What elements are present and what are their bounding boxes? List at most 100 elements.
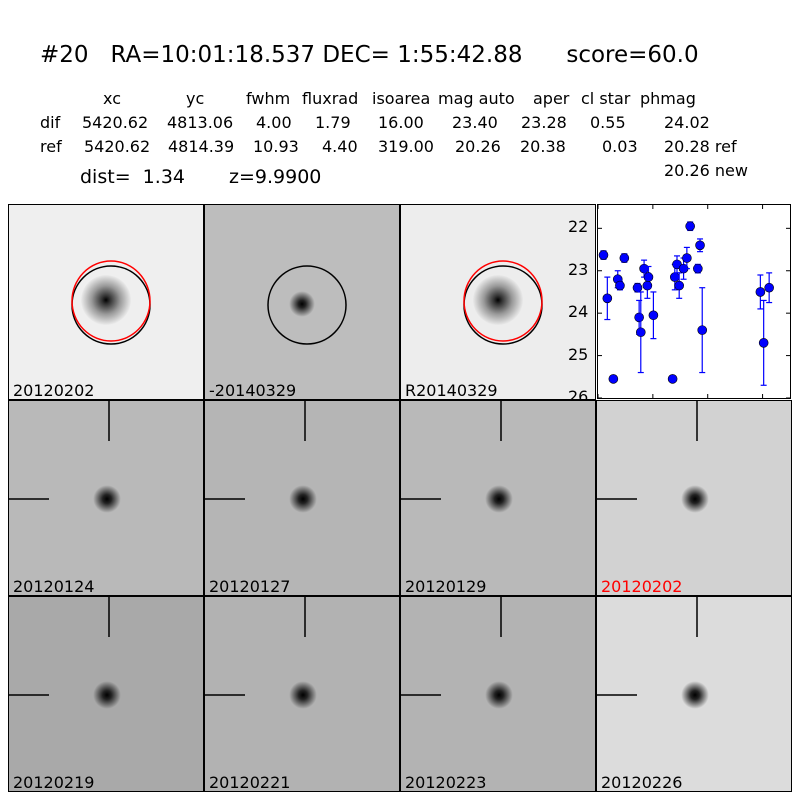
stamp-date-label: 20120127 (209, 577, 291, 596)
cell: 20.28 ref (664, 137, 737, 156)
data-point (648, 310, 659, 321)
data-point (634, 312, 644, 323)
source-blob (81, 275, 131, 325)
crosshair-marker (597, 597, 698, 696)
data-point (635, 327, 646, 338)
data-point (619, 253, 630, 263)
source-blob (681, 485, 709, 513)
data-point (670, 272, 680, 282)
data-point (632, 282, 643, 293)
data-point (615, 280, 625, 291)
stamp-date-label: 20120221 (209, 773, 291, 792)
light-curve-svg (597, 205, 790, 399)
source-blob (485, 681, 513, 709)
reference-image-panel: 20120202 (8, 204, 204, 400)
stamp-date-label: 20120219 (13, 773, 95, 792)
epoch-stamp-panel: 20120124 (8, 400, 204, 596)
light-curve-plot (597, 204, 791, 399)
col-header: mag auto (438, 89, 515, 108)
crosshair-marker (9, 597, 110, 696)
source-blob (681, 681, 709, 709)
panel-label: R20140329 (405, 381, 498, 400)
crosshair-marker (401, 597, 502, 696)
data-point (639, 263, 649, 274)
crosshair-marker (9, 401, 110, 500)
cell: 23.40 (452, 113, 498, 132)
y-tick-label: 23 (568, 259, 589, 279)
stamp-date-label: 20120202 (601, 577, 683, 596)
crosshair-marker (205, 401, 306, 500)
cell: 319.00 (378, 137, 434, 156)
data-point (693, 263, 703, 274)
dist-value: dist= 1.34 (80, 166, 185, 188)
data-point (667, 374, 678, 384)
source-blob (289, 681, 317, 709)
cell: 23.28 (521, 113, 567, 132)
col-header: fwhm (246, 89, 291, 108)
epoch-stamp-panel: 20120221 (204, 596, 400, 792)
epoch-stamp-panel: 20120219 (8, 596, 204, 792)
col-header: phmag (640, 89, 696, 108)
row-label: dif (40, 113, 61, 132)
cell: 20.38 (520, 137, 566, 156)
cell: 24.02 (664, 113, 710, 132)
redshift-value: z=9.9900 (229, 166, 322, 188)
data-point (674, 280, 684, 291)
cell: 5420.62 (84, 137, 151, 156)
cell: 16.00 (378, 113, 424, 132)
crosshair-marker (401, 401, 502, 500)
source-blob (289, 291, 315, 317)
source-blob (289, 485, 317, 513)
source-blob (473, 275, 523, 325)
panel-label: -20140329 (209, 381, 297, 400)
y-tick-label: 25 (568, 344, 589, 364)
col-header: xc (103, 89, 121, 108)
cell: 4813.06 (167, 113, 234, 132)
cell: 20.26 (455, 137, 501, 156)
data-point (697, 325, 708, 335)
col-header: cl star (581, 89, 631, 108)
stamp-date-label: 20120226 (601, 773, 683, 792)
difference-image-panel: -20140329 (204, 204, 400, 400)
data-point (682, 253, 692, 263)
data-point (608, 374, 619, 384)
source-blob (93, 485, 121, 513)
data-point (602, 293, 613, 304)
epoch-stamp-panel: 20120202 (596, 400, 792, 596)
cell: 10.93 (253, 137, 299, 156)
cell: 4.00 (256, 113, 292, 132)
cell: 1.79 (315, 113, 351, 132)
y-tick-label: 24 (568, 302, 589, 322)
data-point (758, 338, 769, 348)
new-image-panel: R20140329 (400, 204, 596, 400)
col-header: yc (186, 89, 205, 108)
aperture-overlay (71, 260, 151, 345)
crosshair-marker (597, 401, 698, 500)
cell: 0.03 (602, 137, 638, 156)
epoch-stamp-panel: 20120129 (400, 400, 596, 596)
new-mag: 20.26 new (664, 161, 748, 180)
candidate-title: #20 RA=10:01:18.537 DEC= 1:55:42.88 scor… (40, 42, 699, 68)
source-blob (485, 485, 513, 513)
epoch-stamp-panel: 20120127 (204, 400, 400, 596)
y-tick-label: 22 (568, 217, 589, 237)
stamp-date-label: 20120129 (405, 577, 487, 596)
data-point (755, 287, 766, 297)
crosshair-marker (205, 597, 306, 696)
stamp-date-label: 20120223 (405, 773, 487, 792)
epoch-stamp-panel: 20120226 (596, 596, 792, 792)
col-header: aper (533, 89, 570, 108)
source-blob (93, 681, 121, 709)
data-point (695, 240, 705, 251)
col-header: isoarea (372, 89, 431, 108)
stamp-date-label: 20120124 (13, 577, 95, 596)
col-header: fluxrad (302, 89, 359, 108)
data-point (643, 272, 654, 282)
data-point (598, 250, 609, 260)
aperture-overlay (267, 265, 347, 345)
cell: 4814.39 (168, 137, 235, 156)
cell: 0.55 (590, 113, 626, 132)
cell: 5420.62 (82, 113, 149, 132)
data-point (764, 282, 774, 293)
row-label: ref (40, 137, 62, 156)
